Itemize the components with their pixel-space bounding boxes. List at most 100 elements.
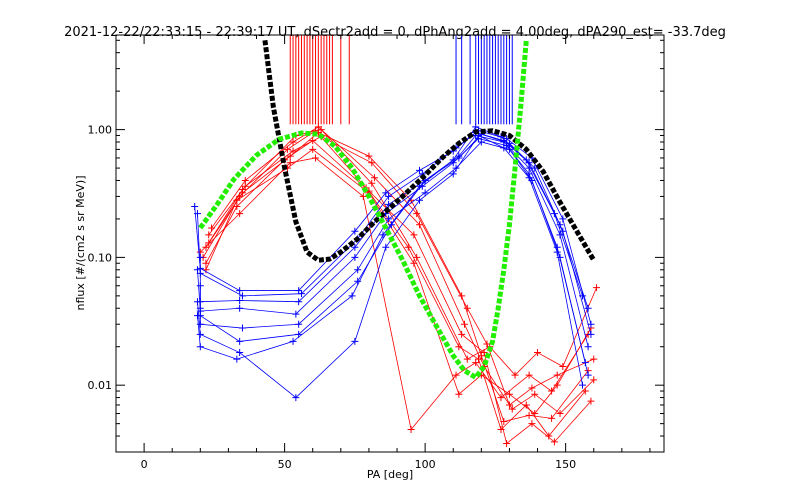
data-point-marker — [550, 210, 558, 218]
x-tick-label: 100 — [415, 458, 436, 471]
data-point-marker — [590, 376, 598, 384]
data-point-marker — [548, 414, 556, 422]
data-point-marker — [368, 159, 376, 167]
data-point-marker — [312, 154, 320, 162]
data-point-marker — [413, 210, 421, 218]
data-point-marker — [534, 349, 542, 357]
data-point-marker — [416, 221, 424, 229]
data-point-marker — [236, 349, 244, 357]
data-point-marker — [416, 182, 424, 190]
series-blue-15 — [193, 123, 587, 363]
data-point-marker — [295, 320, 303, 328]
series-blue-13 — [193, 131, 587, 402]
series-layer — [191, 39, 601, 447]
series-red-3 — [202, 137, 595, 447]
data-point-marker — [236, 304, 244, 312]
data-point-marker — [202, 266, 210, 274]
data-point-marker — [295, 298, 303, 306]
data-point-marker — [354, 277, 362, 285]
data-point-marker — [193, 210, 201, 218]
data-point-marker — [233, 196, 241, 204]
data-point-marker — [292, 310, 300, 318]
data-point-marker — [317, 126, 325, 134]
data-point-marker — [382, 189, 390, 197]
data-point-marker — [460, 320, 468, 328]
data-point-marker — [286, 159, 294, 167]
series-line — [208, 129, 597, 376]
y-tick-label: 0.01 — [88, 379, 113, 392]
data-point-marker — [452, 164, 460, 172]
data-point-marker — [193, 266, 201, 274]
data-point-marker — [531, 164, 539, 172]
data-point-marker — [233, 355, 241, 363]
data-point-marker — [587, 320, 595, 328]
data-point-marker — [407, 425, 415, 433]
data-point-marker — [511, 371, 519, 379]
data-point-marker — [472, 123, 480, 131]
data-point-marker — [193, 298, 201, 306]
data-point-marker — [289, 138, 297, 146]
data-point-marker — [528, 384, 536, 392]
x-tick-label: 0 — [141, 458, 148, 471]
x-tick-label: 150 — [555, 458, 576, 471]
series-line — [197, 126, 583, 360]
data-point-marker — [556, 231, 564, 239]
data-point-marker — [553, 371, 561, 379]
data-point-marker — [208, 224, 216, 232]
data-point-marker — [556, 410, 564, 418]
data-point-marker — [497, 394, 505, 402]
data-point-marker — [238, 324, 246, 332]
data-point-marker — [553, 248, 561, 256]
data-point-marker — [472, 359, 480, 367]
data-point-marker — [505, 390, 513, 398]
data-point-marker — [196, 330, 204, 338]
data-point-marker — [359, 192, 367, 200]
data-point-marker — [348, 292, 356, 300]
series-line — [205, 140, 592, 445]
data-point-marker — [387, 221, 395, 229]
data-point-marker — [241, 176, 249, 184]
data-point-marker — [202, 259, 210, 267]
data-point-marker — [421, 189, 429, 197]
data-point-marker — [449, 156, 457, 164]
data-point-marker — [368, 179, 376, 187]
data-point-marker — [236, 337, 244, 345]
data-point-marker — [205, 239, 213, 247]
y-axis: 0.01 0.10 1.00 — [88, 39, 664, 437]
series-blue-10 — [196, 131, 592, 351]
data-point-marker — [410, 259, 418, 267]
plot-frame — [115, 34, 665, 453]
data-point-marker — [525, 371, 533, 379]
series-black-16 — [262, 39, 596, 263]
data-point-marker — [413, 253, 421, 261]
data-point-marker — [553, 381, 561, 389]
data-point-marker — [477, 138, 485, 146]
data-point-marker — [371, 174, 379, 182]
series-line — [197, 134, 583, 399]
data-point-marker — [503, 439, 511, 447]
data-point-marker — [505, 145, 513, 153]
data-point-marker — [584, 371, 592, 379]
data-point-marker — [531, 410, 539, 418]
data-point-marker — [309, 137, 317, 145]
y-tick-label: 1.00 — [88, 124, 113, 137]
data-point-marker — [196, 304, 204, 312]
data-point-marker — [379, 231, 387, 239]
data-point-marker — [452, 371, 460, 379]
data-point-marker — [579, 381, 587, 389]
x-axis-label: PA [deg] — [367, 468, 413, 481]
data-point-marker — [193, 312, 201, 320]
data-point-marker — [500, 144, 508, 152]
fit-curve-green — [198, 40, 529, 381]
data-point-marker — [587, 330, 595, 338]
chart-title: 2021-12-22/22:33:15 - 22:39:17 UT, dSect… — [64, 25, 726, 40]
data-point-marker — [233, 203, 241, 211]
data-point-marker — [458, 330, 466, 338]
y-axis-label: nflux [#/(cm2 s sr MeV)] — [74, 176, 87, 311]
data-point-marker — [556, 253, 564, 261]
data-point-marker — [455, 154, 463, 162]
data-point-marker — [416, 166, 424, 174]
data-point-marker — [593, 284, 601, 292]
data-point-marker — [449, 170, 457, 178]
data-point-marker — [590, 355, 598, 363]
